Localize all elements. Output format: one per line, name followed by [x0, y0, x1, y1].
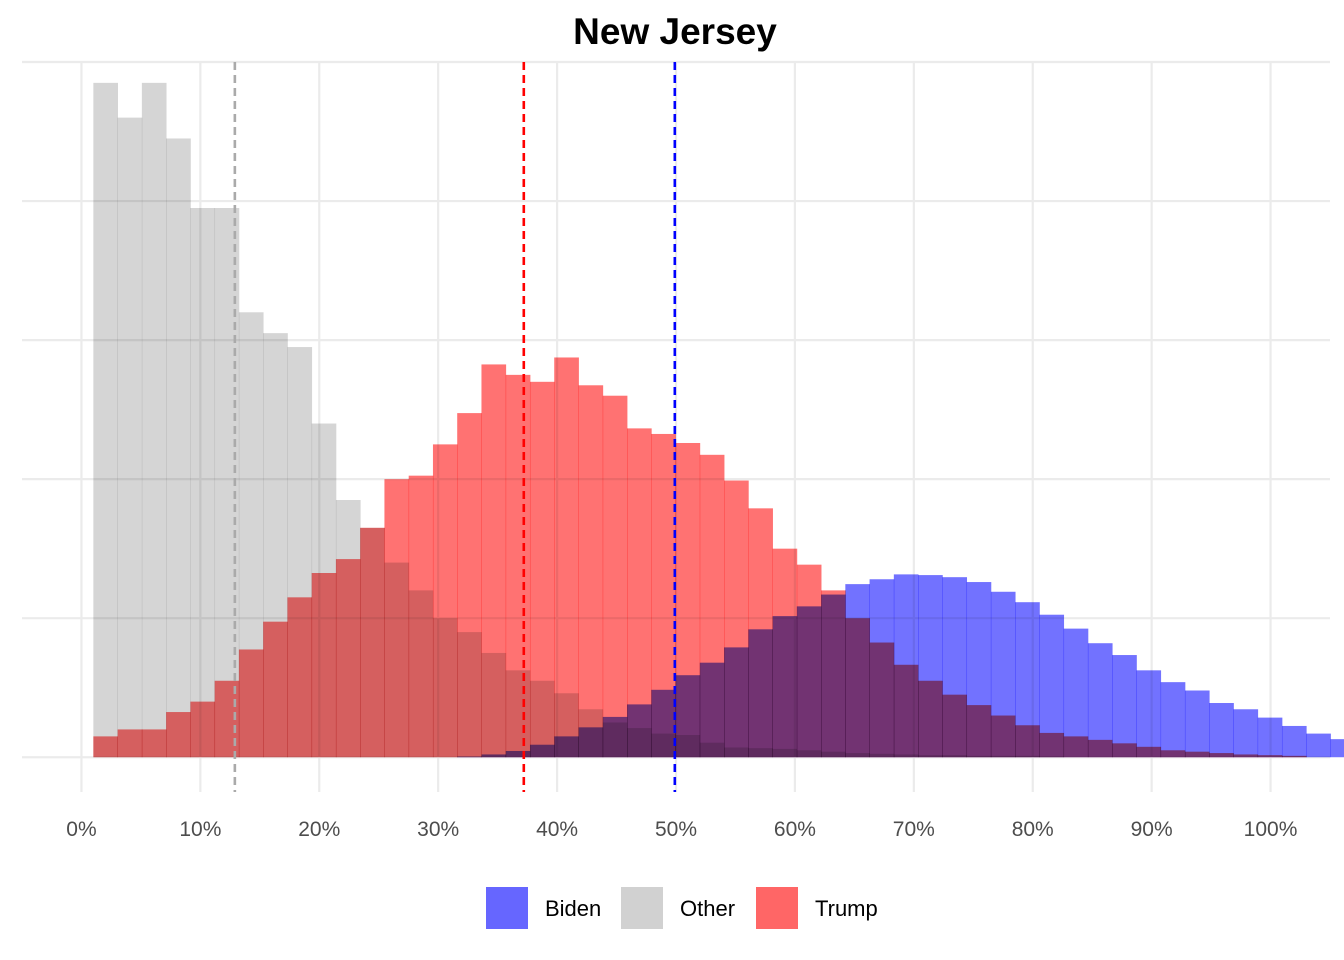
histogram-bar	[238, 649, 264, 758]
histogram-bar	[408, 475, 434, 758]
histogram-bar	[335, 559, 361, 758]
histogram-bar	[287, 597, 313, 758]
histogram-bar	[893, 664, 919, 758]
histogram-bar	[1233, 709, 1259, 758]
histogram-bar	[1136, 746, 1162, 758]
x-tick-label: 70%	[893, 818, 935, 841]
histogram-bar	[93, 82, 119, 758]
x-tick-label: 30%	[417, 818, 459, 841]
histogram-bar	[384, 479, 410, 758]
histogram-bar	[432, 444, 458, 758]
histogram-bar	[1015, 725, 1040, 758]
histogram-bar	[869, 642, 895, 758]
histogram-bar	[141, 82, 167, 758]
histogram-bar	[166, 712, 191, 758]
histogram-bar	[481, 364, 507, 758]
histogram-bar	[1209, 753, 1234, 758]
x-tick-label: 50%	[655, 818, 697, 841]
histogram-bar	[311, 573, 337, 758]
histogram-bar	[1087, 739, 1113, 758]
histogram-bar	[1281, 725, 1307, 758]
histogram-bar	[1257, 717, 1283, 758]
histogram-bar	[1136, 670, 1162, 758]
histogram-bar	[724, 480, 749, 758]
histogram-bar	[918, 680, 943, 758]
histogram-bar	[627, 428, 652, 758]
histogram-bar	[141, 729, 167, 758]
histogram-bar	[190, 701, 216, 758]
histogram-bar	[748, 508, 773, 758]
histogram-bar	[117, 117, 143, 758]
x-tick-label: 90%	[1131, 818, 1173, 841]
histogram-bar	[1112, 655, 1137, 758]
histogram-bar	[990, 715, 1016, 758]
histogram-bar	[529, 381, 555, 758]
histogram-bar	[1281, 755, 1307, 758]
x-tick-label: 80%	[1012, 818, 1054, 841]
histogram-bar	[190, 208, 216, 758]
legend-item-other: Other	[621, 887, 735, 929]
x-tick-label: 100%	[1244, 818, 1298, 841]
histogram-bars	[93, 82, 1344, 758]
chart-title: New Jersey	[573, 11, 777, 52]
histogram-bar	[360, 527, 385, 758]
histogram-bar	[1039, 732, 1065, 758]
mean-lines	[233, 62, 677, 792]
legend-item-biden: Biden	[486, 887, 601, 929]
legend-swatch	[621, 887, 663, 929]
histogram-bar	[578, 385, 604, 758]
histogram-bar	[166, 138, 191, 758]
histogram-bar	[505, 374, 531, 758]
histogram-bar	[1160, 682, 1186, 758]
legend-label: Other	[680, 896, 735, 921]
histogram-bar	[1306, 733, 1331, 758]
histogram-bar	[796, 564, 822, 758]
histogram-bar	[1184, 751, 1210, 758]
legend-swatch	[486, 887, 528, 929]
histogram-bar	[1330, 739, 1344, 758]
legend-label: Biden	[545, 896, 601, 921]
legend-item-trump: Trump	[756, 887, 878, 929]
histogram-bar	[942, 694, 968, 758]
histogram-bar	[554, 357, 579, 758]
histogram-bar	[1063, 736, 1089, 758]
histogram-bar	[651, 433, 676, 758]
x-tick-label: 40%	[536, 818, 578, 841]
x-tick-label: 60%	[774, 818, 816, 841]
histogram-bar	[845, 618, 870, 758]
legend-label: Trump	[815, 896, 878, 921]
x-axis-ticks: 0% 10% 20% 30% 40% 50% 60% 70% 80% 90% 100%	[66, 818, 1297, 841]
histogram-bar	[675, 442, 701, 758]
histogram-bar	[93, 736, 119, 758]
x-tick-label: 0%	[66, 818, 96, 841]
histogram-bar	[1112, 743, 1137, 758]
histogram-bar	[966, 705, 992, 758]
histogram-bar	[1087, 643, 1113, 758]
histogram-bar	[457, 413, 482, 758]
legend-swatch	[756, 887, 798, 929]
histogram-bar	[821, 590, 846, 758]
histogram-bar	[1209, 703, 1234, 758]
histogram-bar	[117, 729, 143, 758]
histogram-bar	[1233, 754, 1259, 758]
histogram-bar	[1160, 750, 1186, 758]
histogram-bar	[602, 395, 628, 758]
x-tick-label: 10%	[179, 818, 221, 841]
histogram-bar	[772, 548, 798, 758]
histogram-bar	[699, 454, 725, 758]
legend: Biden Other Trump	[486, 887, 878, 929]
series-trump	[93, 357, 1307, 758]
histogram-bar	[1063, 628, 1089, 758]
x-tick-label: 20%	[298, 818, 340, 841]
histogram-bar	[263, 621, 288, 758]
histogram-bar	[1257, 755, 1283, 758]
histogram-bar	[1184, 690, 1210, 758]
